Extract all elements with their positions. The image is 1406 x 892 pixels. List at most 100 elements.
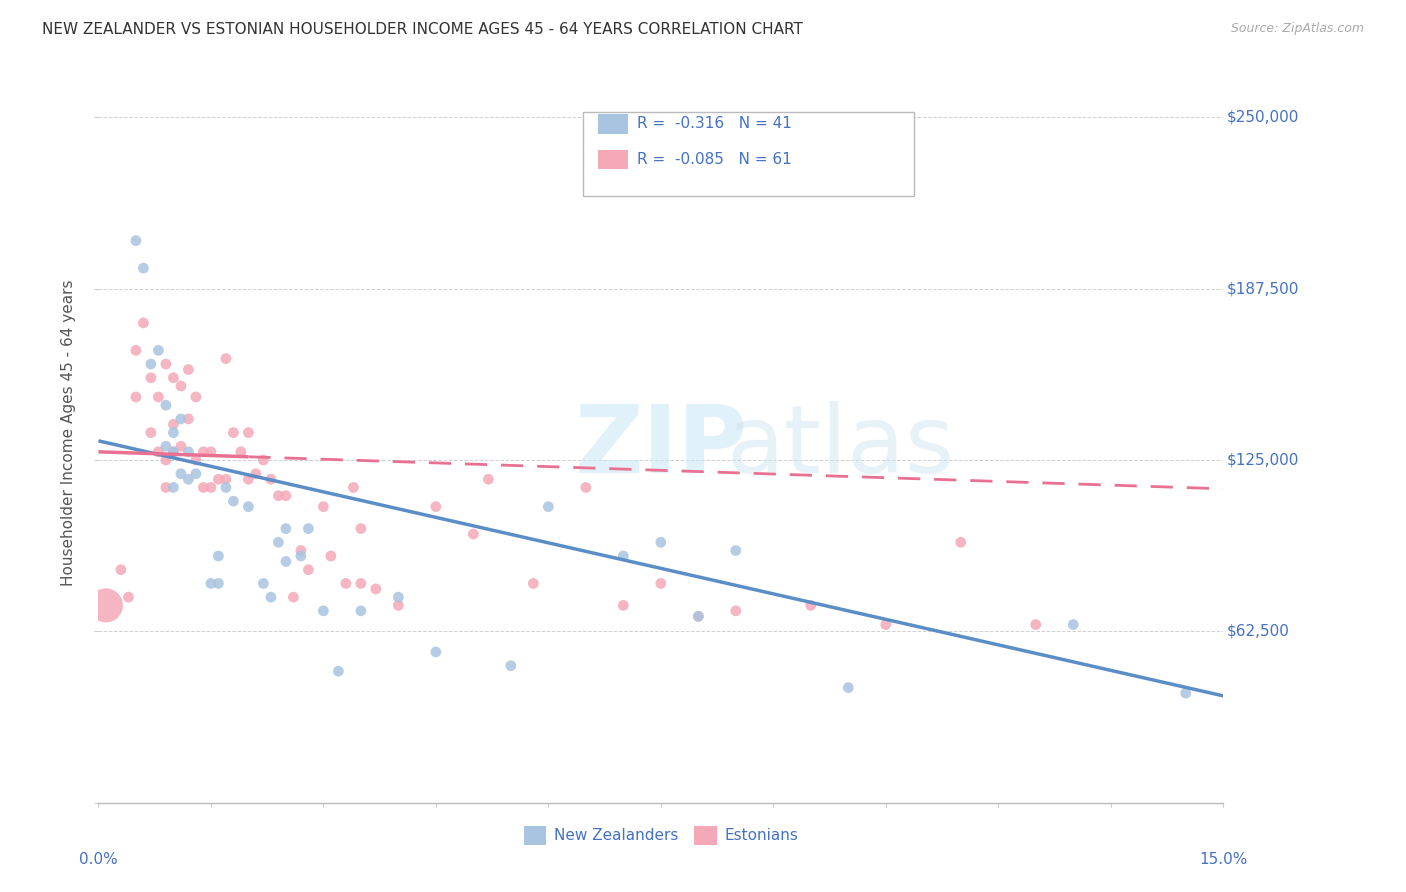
Point — [94, 599, 117, 613]
Point — [949, 535, 972, 549]
Point — [724, 543, 747, 558]
Point — [312, 500, 335, 514]
Point — [328, 664, 350, 678]
Point — [200, 445, 222, 459]
Point — [238, 425, 260, 440]
Point — [283, 590, 305, 604]
Legend: New Zealanders, Estonians: New Zealanders, Estonians — [517, 820, 804, 851]
Point — [155, 398, 177, 412]
Point — [132, 261, 155, 276]
Point — [875, 617, 897, 632]
Point — [207, 576, 229, 591]
Point — [260, 590, 283, 604]
Point — [297, 563, 319, 577]
Point — [335, 576, 357, 591]
Point — [162, 371, 184, 385]
Point — [125, 343, 148, 358]
Point — [177, 362, 200, 376]
Point — [319, 549, 342, 563]
Point — [155, 480, 177, 494]
Point — [177, 472, 200, 486]
Point — [612, 549, 634, 563]
Point — [170, 379, 193, 393]
Point — [125, 390, 148, 404]
Point — [170, 412, 193, 426]
Point — [688, 609, 710, 624]
Point — [117, 590, 139, 604]
Point — [177, 445, 200, 459]
Point — [207, 472, 229, 486]
Point — [350, 576, 373, 591]
Point — [364, 582, 387, 596]
Point — [238, 472, 260, 486]
Point — [274, 489, 297, 503]
Point — [537, 500, 560, 514]
Point — [170, 467, 193, 481]
Point — [148, 390, 170, 404]
Point — [463, 527, 485, 541]
Point — [387, 599, 409, 613]
Point — [148, 445, 170, 459]
Point — [274, 522, 297, 536]
Point — [252, 576, 274, 591]
Text: $187,500: $187,500 — [1227, 281, 1299, 296]
Point — [245, 467, 267, 481]
Point — [207, 549, 229, 563]
Text: $62,500: $62,500 — [1227, 624, 1289, 639]
Point — [425, 500, 447, 514]
Text: $125,000: $125,000 — [1227, 452, 1299, 467]
Point — [148, 343, 170, 358]
Point — [139, 357, 162, 371]
Point — [200, 576, 222, 591]
Point — [229, 445, 252, 459]
Point — [170, 439, 193, 453]
Point — [193, 445, 215, 459]
Point — [1025, 617, 1047, 632]
Point — [162, 425, 184, 440]
Point — [342, 480, 364, 494]
Text: 15.0%: 15.0% — [1199, 852, 1247, 867]
Point — [350, 522, 373, 536]
Text: 0.0%: 0.0% — [79, 852, 118, 867]
Point — [132, 316, 155, 330]
Point — [252, 453, 274, 467]
Point — [125, 234, 148, 248]
Point — [575, 480, 598, 494]
Point — [477, 472, 499, 486]
Point — [155, 439, 177, 453]
Point — [162, 417, 184, 432]
Point — [215, 351, 238, 366]
Point — [522, 576, 544, 591]
Text: NEW ZEALANDER VS ESTONIAN HOUSEHOLDER INCOME AGES 45 - 64 YEARS CORRELATION CHAR: NEW ZEALANDER VS ESTONIAN HOUSEHOLDER IN… — [42, 22, 803, 37]
Point — [612, 599, 634, 613]
Text: R =  -0.085   N = 61: R = -0.085 N = 61 — [637, 153, 792, 167]
Text: $250,000: $250,000 — [1227, 110, 1299, 125]
Point — [650, 535, 672, 549]
Text: R =  -0.316   N = 41: R = -0.316 N = 41 — [637, 117, 792, 131]
Point — [215, 472, 238, 486]
Point — [162, 445, 184, 459]
Point — [184, 467, 207, 481]
Point — [260, 472, 283, 486]
Point — [267, 489, 290, 503]
Point — [290, 543, 312, 558]
Text: atlas: atlas — [727, 401, 955, 493]
Point — [215, 480, 238, 494]
Point — [274, 554, 297, 568]
Point — [724, 604, 747, 618]
Point — [177, 412, 200, 426]
Point — [800, 599, 823, 613]
Point — [184, 453, 207, 467]
Point — [312, 604, 335, 618]
Point — [155, 453, 177, 467]
Point — [184, 390, 207, 404]
Point — [222, 494, 245, 508]
Point — [162, 445, 184, 459]
Point — [650, 576, 672, 591]
Point — [162, 480, 184, 494]
Point — [1062, 617, 1084, 632]
Text: ZIP: ZIP — [575, 401, 747, 493]
Point — [499, 658, 522, 673]
Point — [238, 500, 260, 514]
Point — [837, 681, 859, 695]
